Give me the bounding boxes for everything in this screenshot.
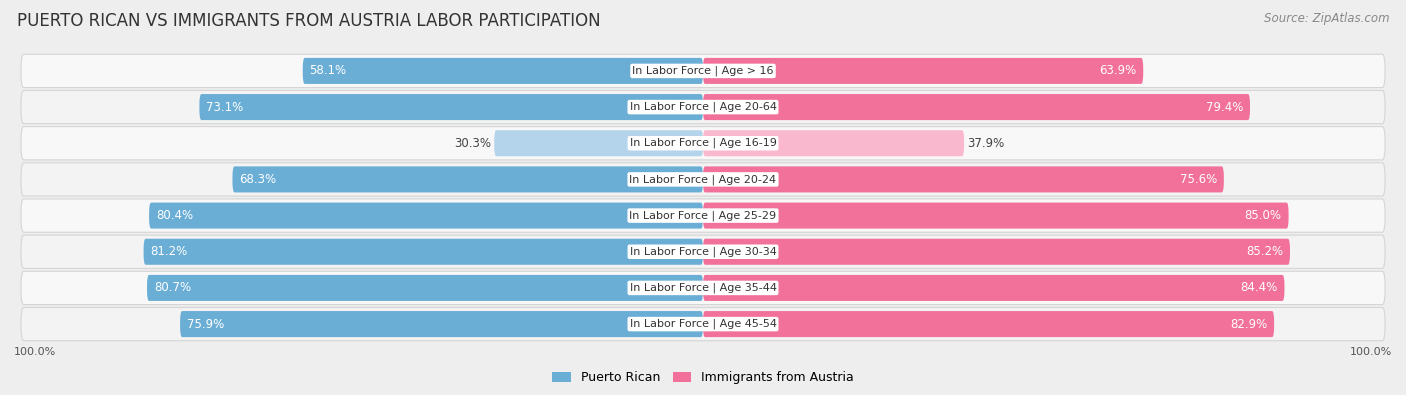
Text: 37.9%: 37.9% bbox=[967, 137, 1005, 150]
FancyBboxPatch shape bbox=[703, 94, 1250, 120]
Text: 100.0%: 100.0% bbox=[1350, 346, 1392, 357]
FancyBboxPatch shape bbox=[21, 307, 1385, 341]
Legend: Puerto Rican, Immigrants from Austria: Puerto Rican, Immigrants from Austria bbox=[547, 367, 859, 389]
Text: 85.0%: 85.0% bbox=[1244, 209, 1282, 222]
FancyBboxPatch shape bbox=[703, 166, 1223, 192]
FancyBboxPatch shape bbox=[21, 54, 1385, 88]
Text: 58.1%: 58.1% bbox=[309, 64, 347, 77]
Text: 100.0%: 100.0% bbox=[14, 346, 56, 357]
FancyBboxPatch shape bbox=[21, 127, 1385, 160]
Text: 80.4%: 80.4% bbox=[156, 209, 193, 222]
FancyBboxPatch shape bbox=[200, 94, 703, 120]
Text: In Labor Force | Age 16-19: In Labor Force | Age 16-19 bbox=[630, 138, 776, 149]
FancyBboxPatch shape bbox=[143, 239, 703, 265]
FancyBboxPatch shape bbox=[180, 311, 703, 337]
Text: 80.7%: 80.7% bbox=[153, 281, 191, 294]
FancyBboxPatch shape bbox=[21, 163, 1385, 196]
Text: In Labor Force | Age 30-34: In Labor Force | Age 30-34 bbox=[630, 246, 776, 257]
FancyBboxPatch shape bbox=[703, 203, 1289, 229]
Text: 75.6%: 75.6% bbox=[1180, 173, 1218, 186]
FancyBboxPatch shape bbox=[703, 58, 1143, 84]
Text: 81.2%: 81.2% bbox=[150, 245, 188, 258]
Text: 73.1%: 73.1% bbox=[207, 101, 243, 114]
FancyBboxPatch shape bbox=[703, 239, 1289, 265]
Text: 30.3%: 30.3% bbox=[454, 137, 491, 150]
FancyBboxPatch shape bbox=[21, 90, 1385, 124]
FancyBboxPatch shape bbox=[302, 58, 703, 84]
FancyBboxPatch shape bbox=[148, 275, 703, 301]
Text: 82.9%: 82.9% bbox=[1230, 318, 1267, 331]
Text: In Labor Force | Age > 16: In Labor Force | Age > 16 bbox=[633, 66, 773, 76]
Text: 75.9%: 75.9% bbox=[187, 318, 224, 331]
Text: In Labor Force | Age 20-64: In Labor Force | Age 20-64 bbox=[630, 102, 776, 112]
FancyBboxPatch shape bbox=[149, 203, 703, 229]
FancyBboxPatch shape bbox=[495, 130, 703, 156]
Text: In Labor Force | Age 25-29: In Labor Force | Age 25-29 bbox=[630, 210, 776, 221]
FancyBboxPatch shape bbox=[21, 199, 1385, 232]
FancyBboxPatch shape bbox=[232, 166, 703, 192]
FancyBboxPatch shape bbox=[21, 235, 1385, 268]
Text: PUERTO RICAN VS IMMIGRANTS FROM AUSTRIA LABOR PARTICIPATION: PUERTO RICAN VS IMMIGRANTS FROM AUSTRIA … bbox=[17, 12, 600, 30]
FancyBboxPatch shape bbox=[703, 130, 965, 156]
Text: Source: ZipAtlas.com: Source: ZipAtlas.com bbox=[1264, 12, 1389, 25]
Text: In Labor Force | Age 45-54: In Labor Force | Age 45-54 bbox=[630, 319, 776, 329]
Text: In Labor Force | Age 35-44: In Labor Force | Age 35-44 bbox=[630, 283, 776, 293]
Text: 79.4%: 79.4% bbox=[1206, 101, 1243, 114]
FancyBboxPatch shape bbox=[703, 275, 1285, 301]
Text: In Labor Force | Age 20-24: In Labor Force | Age 20-24 bbox=[630, 174, 776, 185]
Text: 85.2%: 85.2% bbox=[1246, 245, 1284, 258]
Text: 63.9%: 63.9% bbox=[1099, 64, 1136, 77]
FancyBboxPatch shape bbox=[703, 311, 1274, 337]
FancyBboxPatch shape bbox=[21, 271, 1385, 305]
Text: 84.4%: 84.4% bbox=[1240, 281, 1278, 294]
Text: 68.3%: 68.3% bbox=[239, 173, 277, 186]
